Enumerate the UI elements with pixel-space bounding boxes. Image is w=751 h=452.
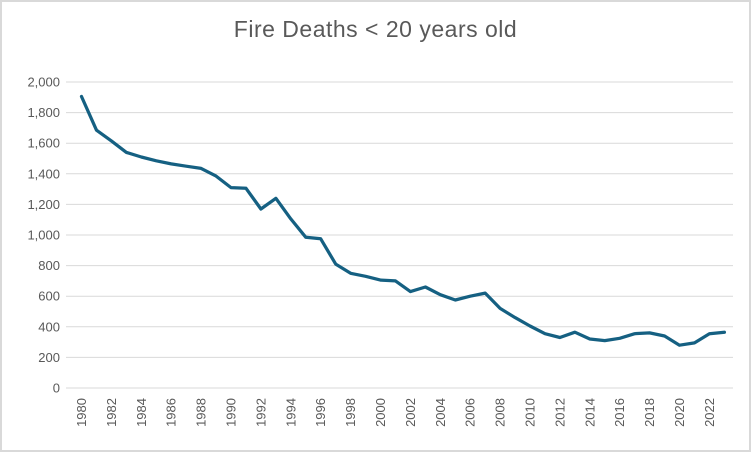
y-tick-label: 1,600: [27, 136, 60, 151]
x-tick-label: 2004: [433, 398, 448, 427]
x-tick-label: 2000: [373, 398, 388, 427]
chart-title: Fire Deaths < 20 years old: [233, 16, 518, 42]
x-tick-label: 2016: [612, 398, 627, 427]
y-tick-label: 200: [38, 350, 60, 365]
x-tick-label: 1984: [134, 398, 149, 427]
x-tick-label: 1982: [104, 398, 119, 427]
x-tick-label: 2022: [702, 398, 717, 427]
x-tick-label: 1988: [194, 398, 209, 427]
y-tick-label: 2,000: [27, 75, 60, 90]
y-tick-label: 0: [53, 381, 60, 396]
data-series-line: [79, 94, 727, 347]
y-tick-label: 1,400: [27, 166, 60, 181]
x-tick-label: 1994: [283, 398, 298, 427]
x-tick-label: 1992: [253, 398, 268, 427]
y-tick-label: 400: [38, 319, 60, 334]
x-tick-label: 2014: [582, 398, 597, 427]
x-tick-label: 1990: [224, 398, 239, 427]
y-tick-label: 600: [38, 289, 60, 304]
y-tick-label: 1,000: [27, 228, 60, 243]
x-tick-label: 2010: [523, 398, 538, 427]
x-tick-label: 2020: [672, 398, 687, 427]
x-tick-label: 2002: [403, 398, 418, 427]
y-tick-label: 1,200: [27, 197, 60, 212]
y-tick-label: 1,800: [27, 105, 60, 120]
x-tick-label: 1980: [74, 398, 89, 427]
x-tick-label: 1996: [313, 398, 328, 427]
x-tick-label: 1998: [343, 398, 358, 427]
x-tick-label: 2008: [493, 398, 508, 427]
x-tick-label: 2012: [552, 398, 567, 427]
x-tick-label: 2006: [463, 398, 478, 427]
x-tick-label: 2018: [642, 398, 657, 427]
x-tick-label: 1986: [164, 398, 179, 427]
y-tick-label: 800: [38, 258, 60, 273]
